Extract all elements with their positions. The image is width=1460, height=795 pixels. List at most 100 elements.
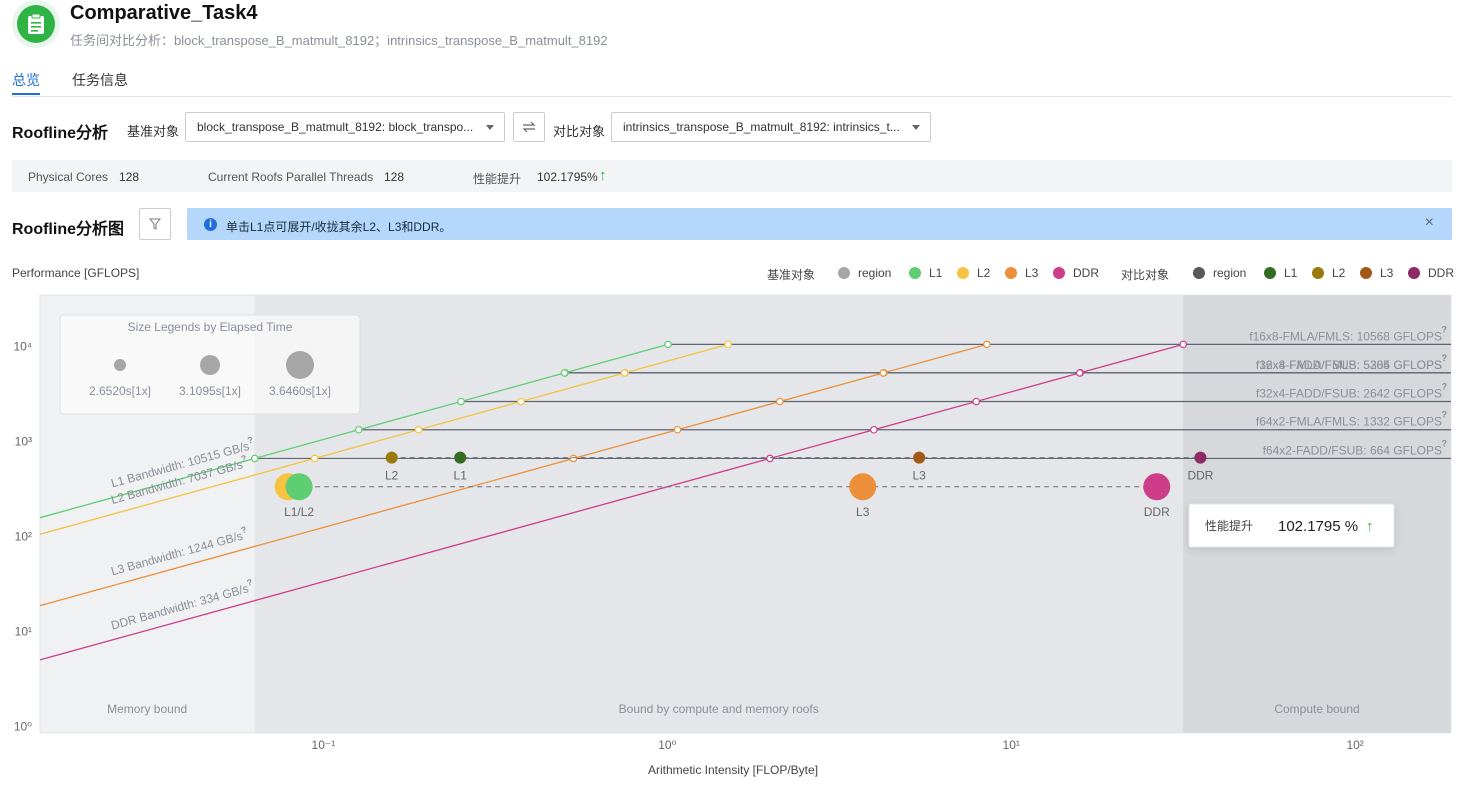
chevron-down-icon bbox=[912, 125, 920, 130]
roof-intersection-marker bbox=[1179, 340, 1188, 349]
legend-text: L3 bbox=[1380, 266, 1394, 280]
legend-text: L1 bbox=[929, 266, 943, 280]
roof-intersection-marker bbox=[457, 397, 465, 406]
legend-text: region bbox=[1213, 266, 1247, 280]
point-label: L1/L2 bbox=[284, 505, 314, 519]
legend-dot bbox=[1312, 267, 1324, 279]
y-tick-label: 10² bbox=[15, 529, 32, 543]
legend-dot bbox=[1360, 267, 1372, 279]
compare-point-l1[interactable] bbox=[454, 451, 467, 464]
legend-dot bbox=[1193, 267, 1205, 279]
size-legend-title: Size Legends by Elapsed Time bbox=[128, 320, 293, 334]
baseline-select[interactable]: block_transpose_B_matmult_8192: block_tr… bbox=[185, 112, 505, 142]
help-icon: ? bbox=[240, 524, 248, 535]
roof-intersection-marker bbox=[766, 454, 774, 463]
swap-icon bbox=[522, 121, 536, 133]
compare-point-l2[interactable] bbox=[385, 451, 398, 464]
point-label: L1 bbox=[454, 469, 468, 483]
baseline-point-l3[interactable] bbox=[849, 473, 877, 501]
legend-dot bbox=[1408, 267, 1420, 279]
region-label: Memory bound bbox=[107, 702, 187, 716]
legend-text: L2 bbox=[977, 266, 991, 280]
size-legend-item: 2.6520s[1x] bbox=[89, 384, 151, 398]
roof-intersection-marker bbox=[560, 369, 569, 377]
compare-legend-label: 对比对象 bbox=[1121, 268, 1170, 282]
y-tick-label: 10¹ bbox=[15, 624, 32, 638]
legend-dot bbox=[1005, 267, 1017, 279]
legend-dot bbox=[838, 267, 850, 279]
parallel-threads-label: Current Roofs Parallel Threads bbox=[208, 170, 374, 184]
roof-intersection-marker bbox=[870, 425, 878, 434]
baseline-point-l1[interactable] bbox=[285, 473, 313, 501]
roof-intersection-marker bbox=[414, 425, 423, 434]
legend-text: L3 bbox=[1025, 266, 1039, 280]
legend-text: L1 bbox=[1284, 266, 1298, 280]
legend-text: DDR bbox=[1073, 266, 1099, 280]
baseline-label: 基准对象 bbox=[127, 124, 180, 139]
compute-roof-label: f64x2-FMLA/FMLS: 1332 GFLOPS bbox=[1256, 415, 1442, 429]
roof-intersection-marker bbox=[569, 454, 578, 463]
perf-gain-value: 102.1795% bbox=[537, 170, 598, 184]
help-icon: ? bbox=[240, 453, 248, 464]
compare-point-l3[interactable] bbox=[913, 451, 926, 464]
roof-intersection-marker bbox=[354, 425, 363, 434]
roof-intersection-marker bbox=[310, 454, 319, 463]
y-tick-label: 10³ bbox=[15, 435, 32, 449]
compute-roof-label: f16x8-FMLA/FMLS: 10568 GFLOPS bbox=[1249, 329, 1442, 343]
physical-cores-value: 128 bbox=[119, 170, 140, 184]
x-tick-label: 10⁻¹ bbox=[312, 738, 336, 752]
task-logo bbox=[12, 0, 60, 48]
point-label: L2 bbox=[385, 469, 399, 483]
size-legend-item: 3.1095s[1x] bbox=[179, 384, 241, 398]
bandwidth-line bbox=[39, 343, 988, 607]
roofline-section-title: Roofline分析 bbox=[12, 125, 108, 142]
roof-intersection-marker bbox=[673, 425, 682, 434]
compare-select-value: intrinsics_transpose_B_matmult_8192: int… bbox=[623, 120, 900, 134]
region-1 bbox=[254, 295, 1184, 733]
roof-intersection-marker bbox=[879, 369, 888, 377]
help-icon: ? bbox=[1442, 353, 1448, 363]
close-icon[interactable]: × bbox=[1424, 214, 1434, 231]
point-label: DDR bbox=[1144, 505, 1170, 519]
tooltip-value: 102.1795 % bbox=[1278, 518, 1358, 535]
size-legend: Size Legends by Elapsed Time 2.6520s[1x]… bbox=[59, 314, 361, 415]
active-tab-indicator bbox=[12, 93, 40, 95]
compare-label: 对比对象 bbox=[553, 124, 606, 139]
tab-task-info[interactable]: 任务信息 bbox=[72, 72, 128, 88]
perf-gain-label: 性能提升 bbox=[473, 172, 522, 186]
legend-dot bbox=[1053, 267, 1065, 279]
x-axis-label: Arithmetic Intensity [FLOP/Byte] bbox=[648, 763, 818, 777]
legend-dot bbox=[1264, 267, 1276, 279]
plot-frame bbox=[39, 294, 1452, 734]
perf-tooltip: 性能提升 102.1795 % ↑ bbox=[1188, 503, 1395, 548]
help-icon: ? bbox=[246, 577, 254, 588]
legend-text: L2 bbox=[1332, 266, 1346, 280]
legend-dot bbox=[909, 267, 921, 279]
help-icon: ? bbox=[1442, 410, 1448, 420]
help-icon: ? bbox=[1442, 353, 1448, 363]
axes: 10⁻¹ 10⁰ 10¹ 10² 10⁰ 10¹ 10² 10³ 10⁴ bbox=[13, 340, 1363, 752]
point-label: DDR bbox=[1187, 469, 1213, 483]
roof-intersection-marker bbox=[517, 397, 525, 406]
filter-button[interactable] bbox=[139, 208, 171, 240]
tab-overview[interactable]: 总览 bbox=[12, 72, 40, 88]
x-tick-label: 10¹ bbox=[1003, 738, 1020, 752]
info-icon: i bbox=[204, 218, 217, 231]
swap-button[interactable] bbox=[513, 112, 545, 142]
compute-roof-label: f32x4-FADD/FSUB: 2642 GFLOPS bbox=[1256, 387, 1442, 401]
roof-intersection-marker bbox=[1075, 369, 1084, 377]
help-icon: ? bbox=[1442, 324, 1448, 334]
tooltip-label: 性能提升 bbox=[1205, 518, 1253, 533]
roof-intersection-marker bbox=[983, 340, 991, 349]
x-tick-label: 10⁰ bbox=[658, 738, 676, 752]
compute-roof-label: f64x2-FADD/FSUB: 664 GFLOPS bbox=[1263, 443, 1442, 457]
baseline-select-value: block_transpose_B_matmult_8192: block_tr… bbox=[197, 120, 474, 134]
roofline-chart-title: Roofline分析图 bbox=[12, 221, 124, 238]
data-points: L1/L2 L3 DDR L2 L1 L3 DDR bbox=[274, 451, 1214, 519]
arrow-up-icon: ↑ bbox=[599, 167, 607, 184]
compare-select[interactable]: intrinsics_transpose_B_matmult_8192: int… bbox=[611, 112, 931, 142]
baseline-point-ddr[interactable] bbox=[1143, 473, 1171, 501]
help-icon: ? bbox=[246, 435, 254, 446]
compare-point-ddr[interactable] bbox=[1194, 451, 1207, 464]
point-label: L3 bbox=[856, 505, 870, 519]
